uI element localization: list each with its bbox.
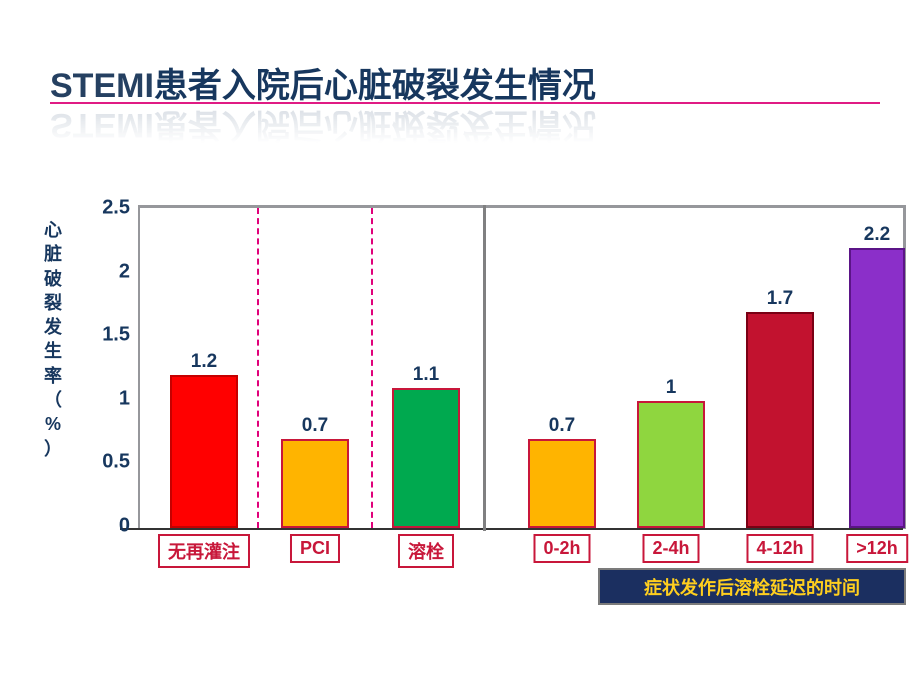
bar-value-label: 1: [666, 377, 677, 399]
bar: 0.7: [281, 439, 349, 528]
dashed-separator: [371, 208, 373, 528]
bar-value-label: 1.2: [191, 351, 217, 373]
title-rest: 患者入院后心脏破裂发生情况: [154, 67, 596, 105]
y-tick-label: 0: [119, 515, 130, 538]
y-tick-label: 2.5: [102, 197, 130, 220]
y-tick-label: 0.5: [102, 451, 130, 474]
y-axis-label: 心脏破裂发生率（%）: [42, 218, 64, 461]
dashed-separator: [257, 208, 259, 528]
x-axis-line: [120, 528, 903, 530]
bar: 2.2: [849, 248, 905, 528]
y-tick-label: 1.5: [102, 324, 130, 347]
bar-value-label: 1.1: [413, 364, 439, 386]
bar: 1.1: [392, 388, 460, 528]
slide: STEMI患者入院后心脏破裂发生情况 STEMI患者入院后心脏破裂发生情况 心脏…: [0, 0, 920, 690]
plot-area: 00.511.522.51.2无再灌注0.7PCI1.1溶栓0.70-2h12-…: [140, 208, 903, 528]
x-category-label: 4-12h: [746, 534, 813, 563]
y-tick-label: 1: [119, 387, 130, 410]
x-category-label: 溶栓: [398, 534, 454, 568]
bar: 1.7: [746, 312, 814, 528]
x-category-label: 无再灌注: [158, 534, 250, 568]
solid-separator: [483, 205, 486, 531]
bar-value-label: 0.7: [302, 415, 328, 437]
bar: 1.2: [170, 375, 238, 528]
subtitle-bar: 症状发作后溶栓延迟的时间: [598, 568, 906, 605]
bar-chart: 00.511.522.51.2无再灌注0.7PCI1.1溶栓0.70-2h12-…: [138, 205, 906, 529]
x-category-label: 0-2h: [533, 534, 590, 563]
y-tick-label: 2: [119, 260, 130, 283]
slide-title: STEMI患者入院后心脏破裂发生情况: [50, 58, 880, 107]
bar: 1: [637, 401, 705, 528]
bar-value-label: 1.7: [767, 288, 793, 310]
title-prefix: STEMI: [50, 67, 154, 105]
bar-value-label: 0.7: [549, 415, 575, 437]
x-category-label: PCI: [290, 534, 340, 563]
bar-value-label: 2.2: [864, 224, 890, 246]
title-reflection: STEMI患者入院后心脏破裂发生情况: [50, 104, 596, 153]
x-category-label: 2-4h: [642, 534, 699, 563]
x-category-label: >12h: [846, 534, 908, 563]
bar: 0.7: [528, 439, 596, 528]
